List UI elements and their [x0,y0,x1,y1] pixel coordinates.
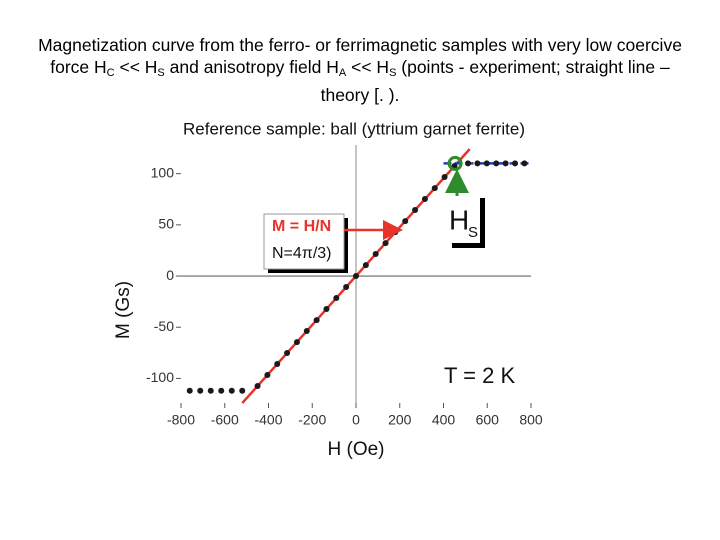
data-point [313,317,320,324]
data-point [474,160,481,167]
hs-box [447,193,480,243]
y-tick-label: -100 [146,369,174,385]
x-tick-label: -800 [167,412,195,428]
data-point [465,160,471,167]
data-point [228,387,235,394]
x-tick-label: 200 [388,412,412,428]
slide-heading: Magnetization curve from the ferro- or f… [30,34,690,106]
data-point [372,251,379,258]
data-point [343,284,350,291]
data-point [362,262,369,269]
x-tick-label: 800 [519,412,543,428]
data-point [412,207,419,214]
formula: M = H/N [272,218,331,235]
hs-subscript: S [468,224,478,241]
x-tick-label: -400 [254,412,282,428]
data-point [186,387,193,394]
data-point [382,240,389,247]
data-point [197,387,204,394]
y-axis-label: M (Gs) [113,281,134,339]
data-point [512,160,519,167]
heading-sub: S [157,67,165,79]
data-point [441,174,448,181]
heading-sub: S [389,67,397,79]
x-tick-label: 0 [352,412,360,428]
data-point [323,306,330,313]
x-axis-label: H (Oe) [328,439,385,460]
data-point [264,372,271,379]
data-point [402,218,409,225]
data-point [239,387,246,394]
data-point [293,339,300,346]
x-tick-label: 400 [432,412,456,428]
hs-label: H [449,204,469,235]
data-point [493,160,500,167]
data-point [431,185,438,192]
chart-title: Reference sample: ball (yttrium garnet f… [183,119,525,138]
data-point [207,387,214,394]
y-tick-label: 100 [151,164,175,180]
heading-text: and anisotropy field H [164,57,339,77]
heading-text: (points - experiment; straight line – th… [320,57,670,105]
formula-box [263,213,345,270]
data-point [303,328,310,335]
data-point [284,350,291,357]
data-point [502,160,509,167]
temperature: T = 2 K [444,363,515,388]
y-tick-label: 50 [158,216,174,232]
n-value: N=4π/3) [272,245,332,262]
heading-sub: A [338,67,347,79]
x-tick-label: -600 [211,412,239,428]
data-point [421,196,428,203]
data-point [483,160,490,167]
data-point [333,295,340,302]
data-point [521,160,528,167]
data-point [353,273,359,280]
x-tick-label: -200 [298,412,326,428]
data-point [274,360,281,367]
heading-text: << H [346,57,390,77]
heading-text: Magnetization curve from the ferro- or f… [38,35,682,77]
x-tick-label: 600 [476,412,500,428]
data-point [254,383,261,390]
heading-text: << H [114,57,158,77]
y-tick-label: 0 [166,267,174,283]
heading-sub: C [106,67,115,79]
data-point [218,387,225,394]
y-tick-label: -50 [154,318,174,334]
plot-area: -100 -50 0 50 100 -800 -600 -400 -200 0 200 400 600 8… [146,145,543,428]
